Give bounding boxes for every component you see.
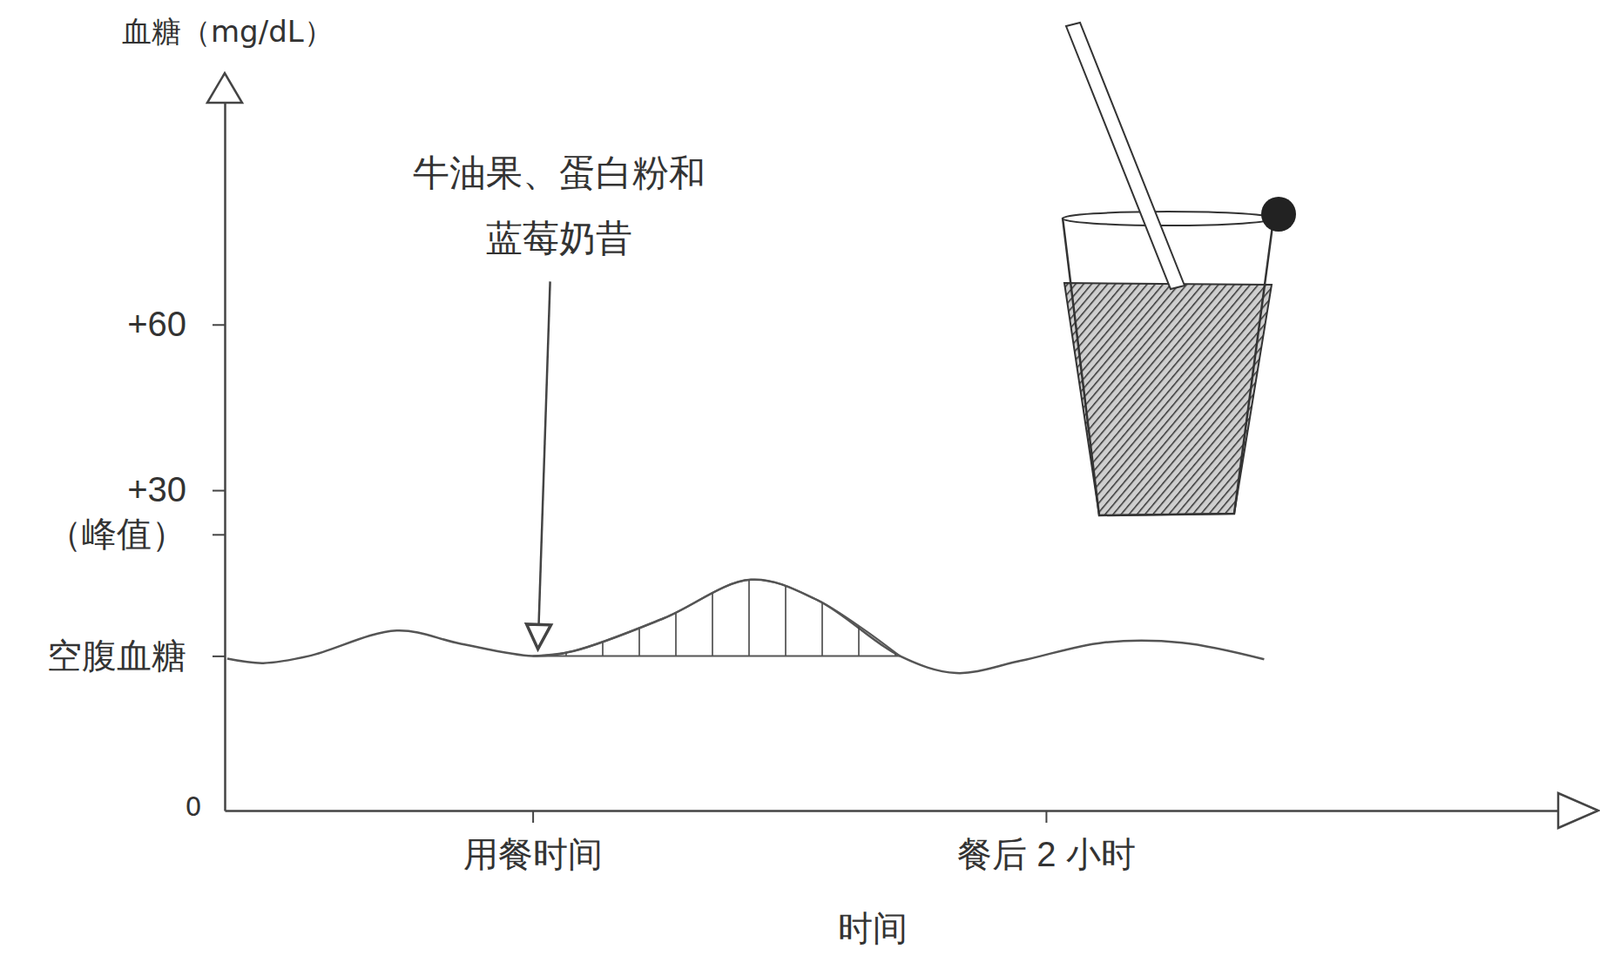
y-tick-label: +30	[127, 470, 187, 509]
y-tick-mark	[212, 324, 225, 326]
line	[227, 580, 1264, 674]
y-tick-mark	[212, 533, 225, 536]
y-axis-line	[223, 87, 227, 812]
x-tick-label: 用餐时间	[463, 835, 603, 874]
annotation: 牛油果、蛋白粉和蓝莓奶昔	[412, 151, 706, 260]
x-tick-label: 餐后 2 小时	[957, 835, 1135, 874]
chart: 空腹血糖 （峰值） +30 +60 用餐时间 餐后 2 小时 血糖（mg/dL） 时间 牛油果、…	[0, 0, 1600, 969]
plot-marks	[227, 580, 1264, 674]
glass-rim	[1062, 211, 1274, 226]
y-tick: +60	[127, 304, 225, 344]
y-axis-title: 血糖（mg/dL）	[121, 13, 334, 49]
y-axis: 空腹血糖 （峰值） +30 +60	[47, 87, 226, 812]
y-tick: 空腹血糖	[47, 636, 225, 676]
straw	[1066, 22, 1185, 290]
y-tick: +30	[127, 470, 225, 509]
x-tick: 餐后 2 小时	[957, 810, 1135, 874]
y-tick-mark	[212, 655, 225, 658]
berry	[1261, 196, 1297, 232]
annotation-arrow	[538, 281, 551, 649]
origin-label: 0	[184, 791, 202, 823]
x-axis-line	[225, 810, 1573, 813]
glass-illustration	[1062, 22, 1297, 516]
x-tick: 用餐时间	[463, 810, 603, 874]
area	[533, 580, 900, 657]
y-tick: （峰值）	[47, 514, 225, 554]
y-axis-arrow	[207, 73, 243, 103]
x-tick-mark	[1045, 810, 1047, 824]
annotation-line: 蓝莓奶昔	[486, 216, 633, 260]
y-tick-mark	[212, 490, 225, 493]
annotation-line: 牛油果、蛋白粉和	[412, 151, 706, 195]
y-tick-label: +60	[127, 304, 187, 344]
x-axis-title: 时间	[837, 908, 908, 949]
y-tick-label: （峰值）	[47, 514, 187, 554]
x-tick-mark	[532, 810, 534, 824]
y-tick-label: 空腹血糖	[47, 636, 187, 676]
x-axis-arrow	[1558, 793, 1599, 829]
x-axis: 用餐时间 餐后 2 小时	[225, 810, 1573, 874]
